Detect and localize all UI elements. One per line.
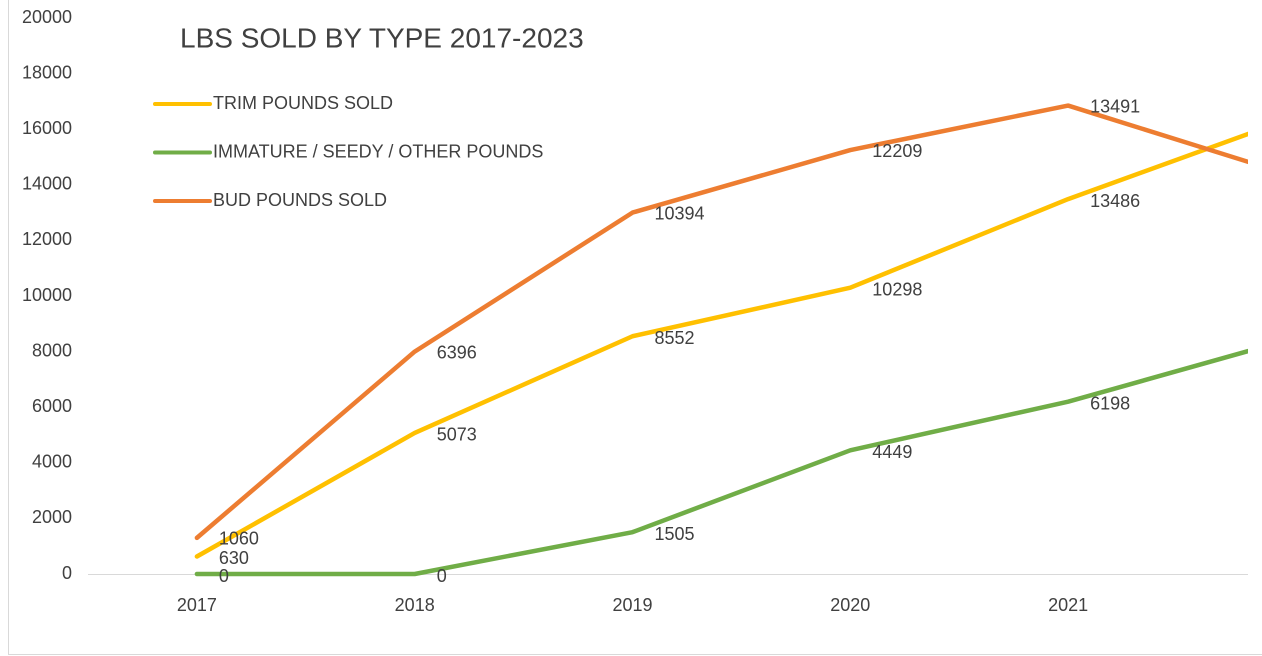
x-tick-label: 2020 bbox=[830, 595, 870, 615]
data-label: 10298 bbox=[872, 279, 922, 299]
data-label: 6198 bbox=[1090, 393, 1130, 413]
y-tick-label: 2000 bbox=[32, 507, 72, 527]
legend-label: TRIM POUNDS SOLD bbox=[213, 93, 393, 113]
y-tick-label: 16000 bbox=[22, 118, 72, 138]
y-tick-label: 4000 bbox=[32, 452, 72, 472]
data-label: 10394 bbox=[655, 203, 705, 223]
y-tick-label: 10000 bbox=[22, 285, 72, 305]
data-label: 5073 bbox=[437, 425, 477, 445]
data-label: 12209 bbox=[872, 141, 922, 161]
legend-label: IMMATURE / SEEDY / OTHER POUNDS bbox=[213, 141, 543, 161]
series-line bbox=[194, 348, 1248, 577]
data-label: 4449 bbox=[872, 442, 912, 462]
chart-border bbox=[8, 0, 1262, 655]
series-line bbox=[194, 131, 1248, 559]
y-tick-label: 0 bbox=[62, 563, 72, 583]
data-label: 8552 bbox=[655, 328, 695, 348]
data-label: 13486 bbox=[1090, 191, 1140, 211]
y-tick-label: 8000 bbox=[32, 340, 72, 360]
plot-area bbox=[194, 103, 1248, 577]
y-tick-label: 6000 bbox=[32, 396, 72, 416]
y-tick-label: 14000 bbox=[22, 174, 72, 194]
data-label: 0 bbox=[437, 566, 447, 586]
data-label: 0 bbox=[219, 566, 229, 586]
data-label: 630 bbox=[219, 548, 249, 568]
y-tick-label: 20000 bbox=[22, 7, 72, 27]
data-label: 13491 bbox=[1090, 96, 1140, 116]
data-label: 6396 bbox=[437, 342, 477, 362]
x-tick-label: 2019 bbox=[612, 595, 652, 615]
y-tick-label: 12000 bbox=[22, 229, 72, 249]
chart-title: LBS SOLD BY TYPE 2017-2023 bbox=[180, 22, 584, 53]
data-label: 1505 bbox=[655, 524, 695, 544]
series-line bbox=[194, 103, 1248, 541]
y-tick-label: 18000 bbox=[22, 62, 72, 82]
x-tick-label: 2017 bbox=[177, 595, 217, 615]
x-tick-label: 2018 bbox=[395, 595, 435, 615]
legend-label: BUD POUNDS SOLD bbox=[213, 190, 387, 210]
x-tick-label: 2021 bbox=[1048, 595, 1088, 615]
data-label: 1060 bbox=[219, 529, 259, 549]
